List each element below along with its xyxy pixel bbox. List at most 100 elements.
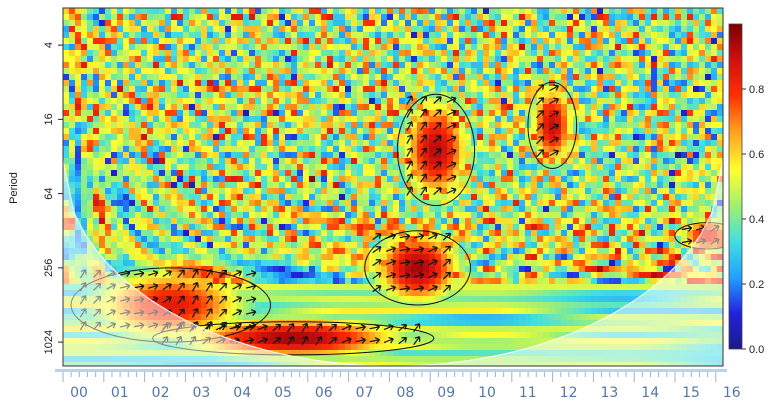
heat-cell bbox=[273, 254, 280, 261]
heat-cell bbox=[195, 134, 202, 141]
heat-cell bbox=[135, 194, 142, 201]
heat-cell bbox=[345, 254, 352, 261]
heat-cell bbox=[621, 74, 628, 81]
heat-cell bbox=[339, 68, 346, 75]
heat-cell bbox=[507, 116, 514, 123]
heat-cell bbox=[399, 74, 406, 81]
heat-cell bbox=[417, 8, 424, 15]
heat-cell bbox=[429, 32, 436, 39]
heat-cell bbox=[435, 68, 442, 75]
heat-cell bbox=[627, 200, 634, 207]
heat-cell bbox=[225, 14, 232, 21]
heat-cell bbox=[93, 134, 100, 141]
heat-cell bbox=[699, 116, 706, 123]
heat-cell bbox=[711, 194, 718, 201]
heat-cell bbox=[501, 44, 508, 51]
heat-cell bbox=[597, 74, 604, 81]
heat-cell bbox=[81, 188, 88, 195]
heat-cell bbox=[621, 248, 628, 255]
heat-cell bbox=[411, 164, 418, 171]
heat-cell bbox=[273, 38, 280, 45]
heat-cell bbox=[567, 254, 574, 261]
heat-cell bbox=[345, 80, 352, 87]
heat-cell bbox=[87, 14, 94, 21]
heat-cell bbox=[513, 242, 520, 249]
heat-cell bbox=[633, 74, 640, 81]
heat-cell bbox=[123, 44, 130, 51]
heat-cell bbox=[75, 20, 82, 27]
heat-cell bbox=[327, 224, 334, 231]
heat-cell bbox=[183, 170, 190, 177]
heat-cell bbox=[555, 140, 562, 147]
heat-cell bbox=[393, 38, 400, 45]
heat-cell bbox=[369, 8, 376, 15]
heat-cell bbox=[171, 122, 178, 129]
heat-cell bbox=[681, 206, 688, 213]
heat-cell bbox=[441, 206, 448, 213]
heat-cell bbox=[411, 134, 418, 141]
heat-cell bbox=[177, 158, 184, 165]
heat-cell bbox=[537, 62, 544, 69]
heat-cell bbox=[321, 134, 328, 141]
heat-cell bbox=[393, 92, 400, 99]
heat-cell bbox=[129, 200, 136, 207]
heat-cell bbox=[501, 188, 508, 195]
heat-cell bbox=[507, 200, 514, 207]
heat-cell bbox=[489, 116, 496, 123]
heat-cell bbox=[411, 98, 418, 105]
heat-cell bbox=[531, 260, 538, 267]
heat-cell bbox=[537, 104, 544, 111]
heat-cell bbox=[153, 98, 160, 105]
heat-cell bbox=[459, 206, 466, 213]
heat-cell bbox=[537, 248, 544, 255]
heat-cell bbox=[555, 194, 562, 201]
heat-cell bbox=[507, 134, 514, 141]
heat-cell bbox=[111, 62, 118, 69]
heat-cell bbox=[519, 134, 526, 141]
heat-cell bbox=[129, 260, 136, 267]
heat-cell bbox=[555, 242, 562, 249]
heat-cell bbox=[165, 50, 172, 57]
heat-cell bbox=[249, 50, 256, 57]
heat-cell bbox=[645, 62, 652, 69]
heat-cell bbox=[165, 56, 172, 63]
heat-cell bbox=[435, 32, 442, 39]
heat-cell bbox=[717, 116, 723, 123]
heat-cell bbox=[567, 86, 574, 93]
heat-cell bbox=[525, 230, 532, 237]
heat-cell bbox=[279, 86, 286, 93]
heat-cell bbox=[405, 134, 412, 141]
heat-cell bbox=[285, 20, 292, 27]
heat-cell bbox=[225, 74, 232, 81]
heat-cell bbox=[315, 164, 322, 171]
heat-cell bbox=[105, 134, 112, 141]
heat-cell bbox=[531, 14, 538, 21]
heat-cell bbox=[555, 128, 562, 135]
heat-cell bbox=[249, 200, 256, 207]
heat-cell bbox=[105, 92, 112, 99]
heat-cell bbox=[453, 152, 460, 159]
heat-cell bbox=[519, 212, 526, 219]
heat-cell bbox=[543, 218, 550, 225]
heat-cell bbox=[141, 236, 148, 243]
heat-cell bbox=[531, 8, 538, 15]
heat-cell bbox=[345, 122, 352, 129]
heat-cell bbox=[159, 134, 166, 141]
heat-cell bbox=[477, 260, 484, 267]
heat-cell bbox=[567, 170, 574, 177]
heat-cell bbox=[489, 8, 496, 15]
heat-cell bbox=[111, 188, 118, 195]
heat-cell bbox=[645, 128, 652, 135]
heat-cell bbox=[669, 92, 676, 99]
heat-cell bbox=[69, 32, 76, 39]
heat-cell bbox=[435, 218, 442, 225]
heat-cell bbox=[381, 272, 388, 279]
heat-cell bbox=[159, 50, 166, 57]
heat-cell bbox=[153, 278, 160, 285]
heat-cell bbox=[555, 74, 562, 81]
heat-cell bbox=[597, 98, 604, 105]
heat-cell bbox=[567, 26, 574, 33]
heat-cell bbox=[165, 176, 172, 183]
heat-cell bbox=[627, 68, 634, 75]
heat-cell bbox=[123, 146, 130, 153]
